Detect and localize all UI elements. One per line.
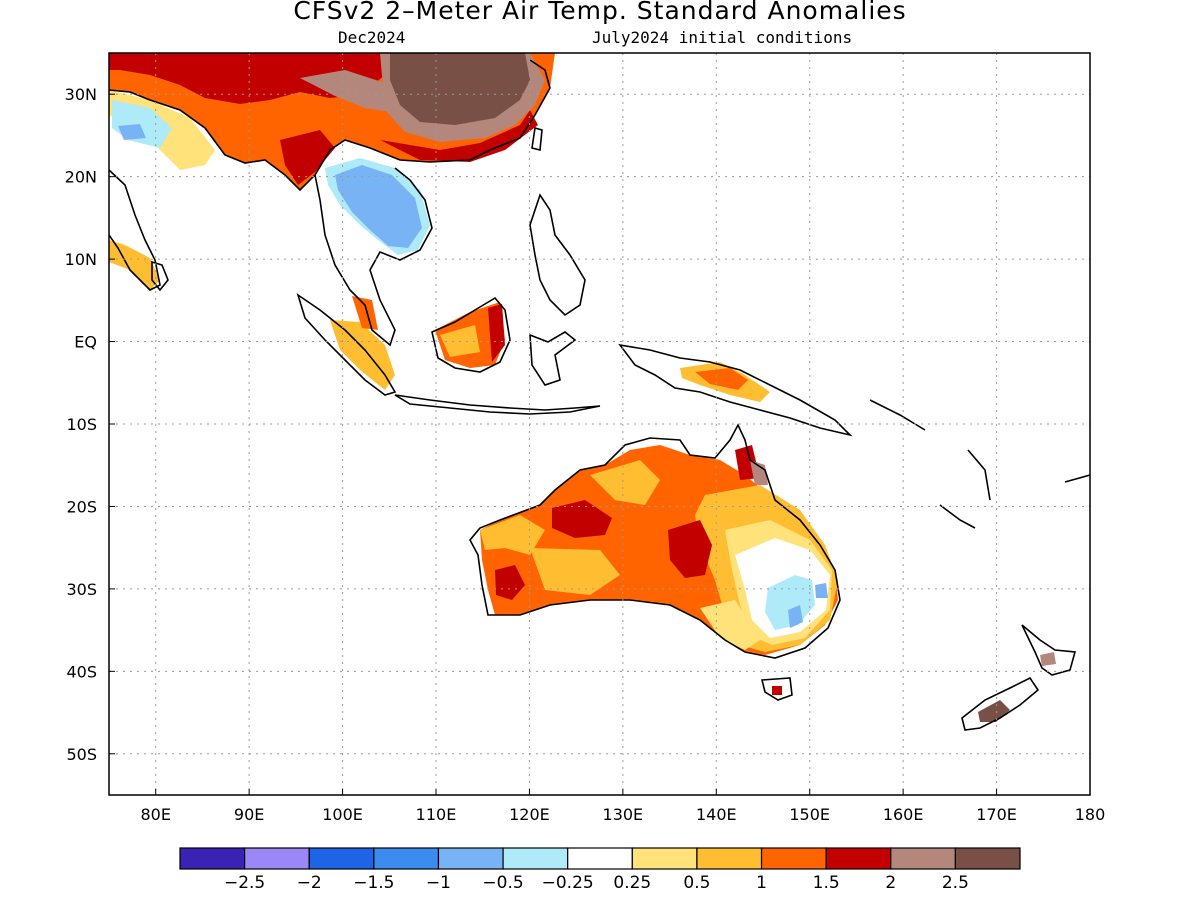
legend-swatch: [179, 847, 246, 870]
longitude-labels: 80E 90E 100E 110E 120E 130E 140E 150E 160E 170E 18…: [140, 805, 1105, 824]
legend-swatch: [954, 847, 1021, 870]
anomaly-region-sumatra-red: [352, 296, 378, 330]
legend-label: −0.25: [542, 873, 594, 893]
anomaly-region-newguinea-orange: [695, 368, 748, 390]
lon-tick-label: 160E: [883, 805, 924, 824]
lon-tick-label: 90E: [234, 805, 264, 824]
coastline-indochina: [314, 167, 433, 347]
lon-tick-label: 130E: [603, 805, 644, 824]
lat-tick-label: EQ: [74, 333, 97, 352]
coastline-srilanka: [151, 260, 169, 292]
anomaly-region-tasmania-red: [772, 686, 782, 695]
lon-tick-label: 180: [1075, 805, 1106, 824]
anomaly-region-borneo-yellow: [440, 325, 480, 357]
coastline-sumatra: [296, 293, 397, 396]
legend-label: 1: [756, 873, 767, 893]
coastline-pacific-islands: [869, 399, 1090, 529]
legend-swatch: [502, 847, 569, 870]
anomaly-region-australia-nw-red: [552, 500, 612, 538]
lon-tick-label: 120E: [509, 805, 550, 824]
legend-label: 1.5: [813, 873, 840, 893]
coastline-taiwan: [531, 126, 543, 152]
coastline-australia: [469, 423, 841, 659]
lat-tick-label: 10S: [66, 415, 97, 434]
anomaly-region-nz-brown: [978, 700, 1010, 722]
coastline-philippines: [529, 193, 586, 317]
anomaly-region-tibet-red: [109, 53, 385, 104]
legend-swatch: [373, 847, 440, 870]
color-legend: −2.5 −2 −1.5 −1 −0.5 −0.25 0.25 0.5 1 1.5 2 2.5: [179, 847, 1021, 893]
lat-tick-label: 20S: [66, 497, 97, 516]
anomaly-region-indochina-blue: [335, 165, 422, 248]
lat-tick-label: 20N: [65, 168, 97, 187]
lon-tick-label: 100E: [322, 805, 363, 824]
coastline-nz-north: [1021, 624, 1077, 676]
legend-label: 0.25: [613, 873, 651, 893]
coastline-java: [394, 394, 601, 415]
lat-tick-label: 10N: [65, 250, 97, 269]
lon-tick-label: 80E: [140, 805, 170, 824]
coastline-asia: [109, 59, 551, 192]
lon-tick-label: 150E: [789, 805, 830, 824]
anomaly-region-south-china-red: [380, 110, 538, 162]
coastline-borneo: [431, 296, 511, 373]
coastline-sulawesi: [529, 331, 577, 386]
latitude-labels: 30N 20N 10N EQ 10S 20S 30S 40S 50S: [65, 85, 97, 764]
map-frame: [108, 52, 1091, 796]
legend-swatch: [696, 847, 763, 870]
init-conditions-label: July2024 initial conditions: [592, 28, 853, 47]
anomaly-region-australia-blue-2: [815, 583, 828, 598]
legend-swatch: [631, 847, 698, 870]
legend-label: −2.5: [224, 873, 265, 893]
anomaly-region-south-asia-orange: [109, 240, 160, 290]
anomaly-region-australia-central-red: [668, 520, 712, 578]
legend-label: 2.5: [942, 873, 969, 893]
legend-label: −1: [426, 873, 451, 893]
legend-swatch: [760, 847, 827, 870]
lat-tick-label: 40S: [66, 662, 97, 681]
coastlines: [109, 59, 1090, 731]
anomaly-region-capeyork-tan: [750, 460, 768, 485]
map-title: CFSv2 2–Meter Air Temp. Standard Anomali…: [293, 0, 907, 25]
lon-tick-label: 140E: [696, 805, 737, 824]
legend-label: −1.5: [353, 873, 394, 893]
legend-label: 2: [885, 873, 896, 893]
valid-month-label: Dec2024: [338, 28, 406, 47]
lat-tick-label: 30S: [66, 580, 97, 599]
anomaly-region-tibet-tan: [300, 70, 390, 112]
anomaly-region-nw-india-blue: [118, 124, 146, 140]
anomaly-region-sumatra: [330, 320, 395, 390]
coastline-tasmania: [760, 677, 793, 701]
lat-tick-label: 30N: [65, 85, 97, 104]
anomaly-region-east-china-brown: [390, 53, 530, 125]
anomaly-region-sichuan-red: [280, 130, 335, 185]
lat-tick-label: 50S: [66, 745, 97, 764]
legend-label: −2: [297, 873, 322, 893]
legend-swatch: [890, 847, 956, 870]
coastline-nz-south: [961, 676, 1040, 731]
legend-swatch: [308, 847, 375, 870]
anomaly-fields: [109, 53, 1056, 722]
lon-tick-label: 170E: [976, 805, 1017, 824]
coastline-newguinea: [618, 343, 853, 437]
anomaly-region-australia-blue: [788, 605, 803, 628]
anomaly-region-australia-orange3: [530, 548, 620, 595]
anomaly-region-australia-wa-red: [495, 565, 525, 600]
anomaly-region-australia-west-orange2: [480, 515, 545, 555]
legend-label: −0.5: [482, 873, 523, 893]
anomaly-region-australia-orange2: [590, 460, 660, 505]
gridlines: [109, 53, 1091, 795]
lon-tick-label: 110E: [416, 805, 457, 824]
legend-swatch: [244, 847, 310, 870]
legend-swatch: [437, 847, 504, 870]
legend-label: 0.5: [683, 873, 710, 893]
anomaly-region-nz-tan: [1040, 652, 1056, 666]
anomaly-region-australia-south-light: [700, 600, 760, 650]
legend-swatch: [825, 847, 892, 870]
anomaly-region-borneo-red: [488, 304, 505, 362]
legend-swatch: [567, 847, 633, 870]
